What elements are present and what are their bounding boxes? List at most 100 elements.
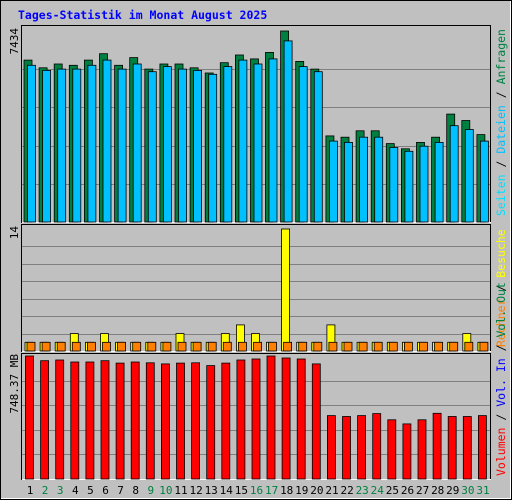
bar-rechner-day-24 — [373, 341, 383, 352]
day-label-30: 30 — [461, 484, 474, 497]
bar-dateien-day-3 — [57, 68, 67, 223]
bar-volumen-day-19 — [296, 358, 306, 480]
bar-volumen-day-2 — [40, 360, 49, 480]
bar-rechner-day-3 — [56, 341, 66, 352]
panel-visits-ymax-label: 14 — [8, 226, 21, 240]
panel-volume-ymax-label: 748.37 MB — [8, 354, 21, 414]
bar-rechner-day-10 — [162, 341, 172, 352]
panel-requests-bars — [23, 30, 489, 223]
panel-visits-gridlines — [22, 246, 490, 335]
bar-volumen-day-31 — [477, 415, 487, 480]
legend-entry-volume: Volumen — [494, 428, 508, 476]
day-label-14: 14 — [220, 484, 234, 497]
legend-separator: / — [494, 338, 508, 359]
day-label-25: 25 — [386, 484, 399, 497]
legend-separator: / — [494, 154, 508, 175]
day-label-2: 2 — [42, 484, 49, 497]
bar-volumen-day-15 — [236, 359, 246, 480]
day-label-29: 29 — [446, 484, 459, 497]
legend-entry-pages: Seiten — [494, 174, 508, 216]
day-label-17: 17 — [265, 484, 278, 497]
bar-rechner-day-7 — [117, 341, 126, 352]
bar-rechner-day-18 — [283, 341, 293, 352]
bar-rechner-day-30 — [464, 341, 474, 352]
panel-visits-legend: Rechner / Besuche — [494, 229, 508, 347]
bar-dateien-day-28 — [434, 141, 444, 223]
day-label-22: 22 — [340, 484, 353, 497]
bar-volumen-day-22 — [342, 416, 351, 480]
day-label-15: 15 — [235, 484, 248, 497]
panel-volume-legend: Volumen / Vol. In / Vol. Out — [494, 282, 508, 476]
bar-volumen-day-18 — [281, 357, 291, 480]
bar-volumen-day-28 — [432, 412, 442, 480]
bar-rechner-day-4 — [71, 341, 81, 352]
bar-dateien-day-12 — [193, 70, 203, 223]
day-label-26: 26 — [401, 484, 414, 497]
bar-volumen-day-7 — [115, 362, 125, 480]
day-label-4: 4 — [72, 484, 79, 497]
day-label-3: 3 — [57, 484, 64, 497]
panel-volume-bars — [25, 355, 487, 480]
legend-entry-sites: Rechner — [494, 298, 508, 347]
bar-dateien-day-30 — [464, 129, 474, 223]
day-label-9: 9 — [147, 484, 154, 497]
bar-dateien-day-1 — [27, 64, 36, 223]
bar-volumen-day-4 — [70, 361, 80, 480]
bar-rechner-day-5 — [87, 341, 96, 352]
bar-volumen-day-25 — [387, 419, 397, 480]
day-label-11: 11 — [174, 484, 187, 497]
legend-entry-visits: Besuche — [494, 229, 508, 278]
bar-rechner-day-9 — [147, 341, 157, 352]
day-label-21: 21 — [325, 484, 338, 497]
legend-separator: / — [494, 84, 508, 105]
bar-volumen-day-12 — [191, 362, 201, 480]
bar-dateien-day-22 — [344, 141, 353, 223]
bar-volumen-day-11 — [176, 362, 185, 480]
bar-rechner-day-14 — [222, 341, 232, 352]
bar-dateien-day-14 — [223, 66, 233, 223]
bar-volumen-day-16 — [251, 358, 261, 480]
bar-dateien-day-29 — [449, 125, 459, 223]
bar-rechner-day-27 — [419, 341, 428, 352]
bar-rechner-day-16 — [253, 341, 262, 352]
panel-visits — [21, 224, 491, 352]
bar-rechner-day-26 — [403, 341, 413, 352]
day-label-12: 12 — [189, 484, 202, 497]
bar-rechner-day-25 — [388, 341, 398, 352]
bar-rechner-day-1 — [26, 341, 36, 352]
day-label-10: 10 — [159, 484, 172, 497]
bar-rechner-day-22 — [343, 341, 353, 352]
bar-rechner-day-13 — [207, 341, 217, 352]
day-label-5: 5 — [87, 484, 94, 497]
panel-volume — [21, 353, 491, 480]
bar-volumen-day-1 — [25, 355, 34, 480]
panel-requests — [21, 25, 491, 223]
bar-rechner-day-31 — [479, 341, 489, 352]
bar-dateien-day-6 — [102, 59, 112, 223]
bar-dateien-day-27 — [419, 145, 429, 223]
bar-rechner-day-23 — [358, 341, 368, 352]
day-label-16: 16 — [250, 484, 263, 497]
bar-volumen-day-26 — [402, 423, 412, 480]
bar-dateien-day-9 — [147, 71, 157, 223]
bar-dateien-day-15 — [238, 59, 248, 223]
legend-entry-hits: Anfragen — [494, 29, 508, 84]
day-label-13: 13 — [205, 484, 218, 497]
bar-rechner-day-28 — [434, 341, 444, 352]
day-label-7: 7 — [117, 484, 124, 497]
bar-rechner-day-6 — [102, 341, 111, 352]
panel-requests-legend: Seiten / Dateien / Anfragen — [494, 29, 508, 216]
bar-volumen-day-3 — [55, 359, 65, 480]
bar-dateien-day-31 — [479, 140, 489, 223]
bar-dateien-day-19 — [298, 66, 308, 223]
bar-dateien-day-13 — [208, 73, 218, 223]
bar-dateien-day-10 — [162, 66, 172, 223]
bar-dateien-day-11 — [178, 68, 187, 223]
legend-entry-volume_in: Vol. In — [494, 358, 508, 406]
day-label-8: 8 — [132, 484, 139, 497]
bar-dateien-day-17 — [268, 58, 278, 223]
bar-rechner-day-8 — [132, 341, 142, 352]
bar-besuche-day-18 — [281, 228, 291, 352]
bar-volumen-day-13 — [206, 365, 216, 480]
